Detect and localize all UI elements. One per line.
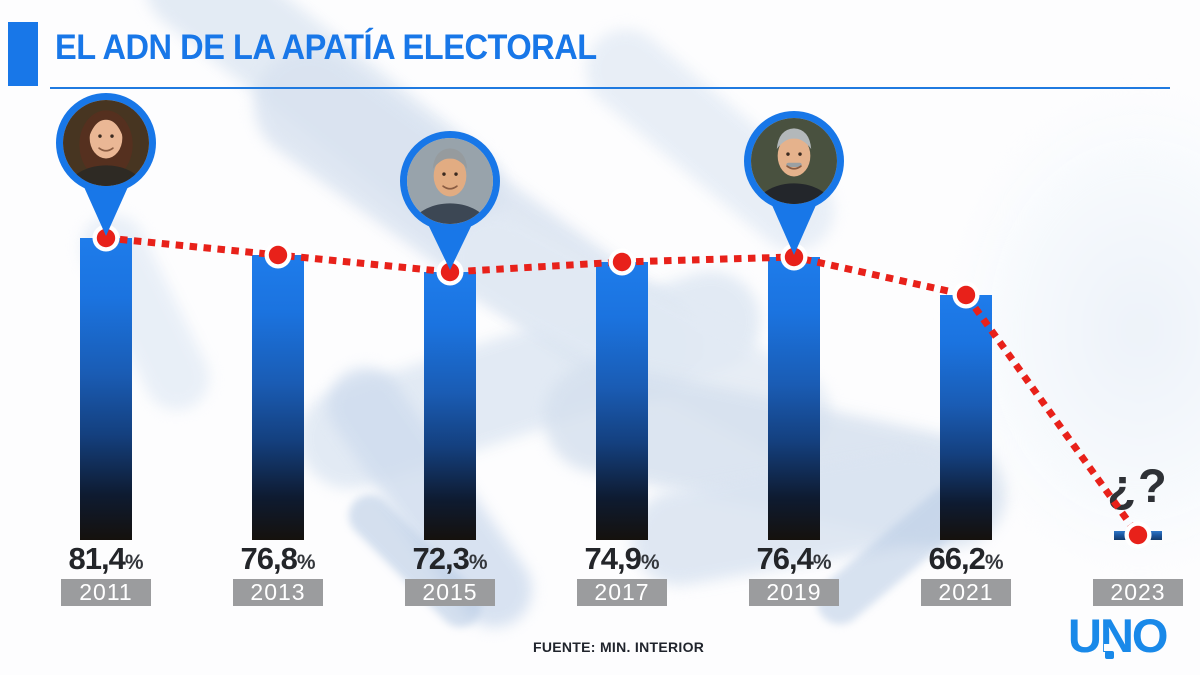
year-label-2013: 2013 [233, 579, 323, 606]
photo-pin-2015 [398, 131, 502, 270]
mauricio-macri-photo [400, 131, 500, 231]
bar-2017 [596, 262, 648, 540]
value-number: 76,4 [756, 541, 813, 576]
bar-2019 [768, 257, 820, 540]
bar-2013 [252, 255, 304, 540]
year-label-2023: 2023 [1093, 579, 1183, 606]
alberto-fernandez-photo [744, 111, 844, 211]
value-label-2021: 66,2% [886, 541, 1046, 577]
value-number: 72,3 [412, 541, 469, 576]
photo-pin-2019 [742, 111, 846, 255]
value-label-2017: 74,9% [542, 541, 702, 577]
photo-pin-2011 [54, 93, 158, 236]
bar-2015 [424, 272, 476, 540]
unknown-value-label: ¿? [1107, 459, 1169, 512]
unknown-value-dash [1114, 531, 1162, 540]
percent-sign: % [296, 551, 316, 574]
percent-sign: % [812, 551, 832, 574]
uno-logo: UNO [1068, 609, 1168, 662]
bar-2011 [80, 238, 132, 540]
percent-sign: % [640, 551, 660, 574]
percent-sign: % [984, 551, 1004, 574]
page-title: EL ADN DE LA APATÍA ELECTORAL [55, 28, 597, 67]
value-number: 66,2 [928, 541, 985, 576]
title-accent-square [8, 22, 38, 86]
cristina-fernandez-de-kirchner-photo [56, 93, 156, 193]
year-label-2017: 2017 [577, 579, 667, 606]
value-label-2011: 81,4% [26, 541, 186, 577]
year-label-2011: 2011 [61, 579, 151, 606]
value-number: 81,4 [68, 541, 125, 576]
year-label-2021: 2021 [921, 579, 1011, 606]
title-underline [50, 87, 1170, 89]
value-label-2013: 76,8% [198, 541, 358, 577]
percent-sign: % [468, 551, 488, 574]
uno-logo-gap [1104, 644, 1115, 651]
bar-2021 [940, 295, 992, 540]
value-number: 74,9 [584, 541, 641, 576]
percent-sign: % [124, 551, 144, 574]
source-caption: FUENTE: MIN. INTERIOR [533, 639, 705, 655]
year-label-2015: 2015 [405, 579, 495, 606]
uno-logo-dot [1105, 651, 1114, 659]
value-label-2015: 72,3% [370, 541, 530, 577]
value-label-2019: 76,4% [714, 541, 874, 577]
year-label-2019: 2019 [749, 579, 839, 606]
value-number: 76,8 [240, 541, 297, 576]
